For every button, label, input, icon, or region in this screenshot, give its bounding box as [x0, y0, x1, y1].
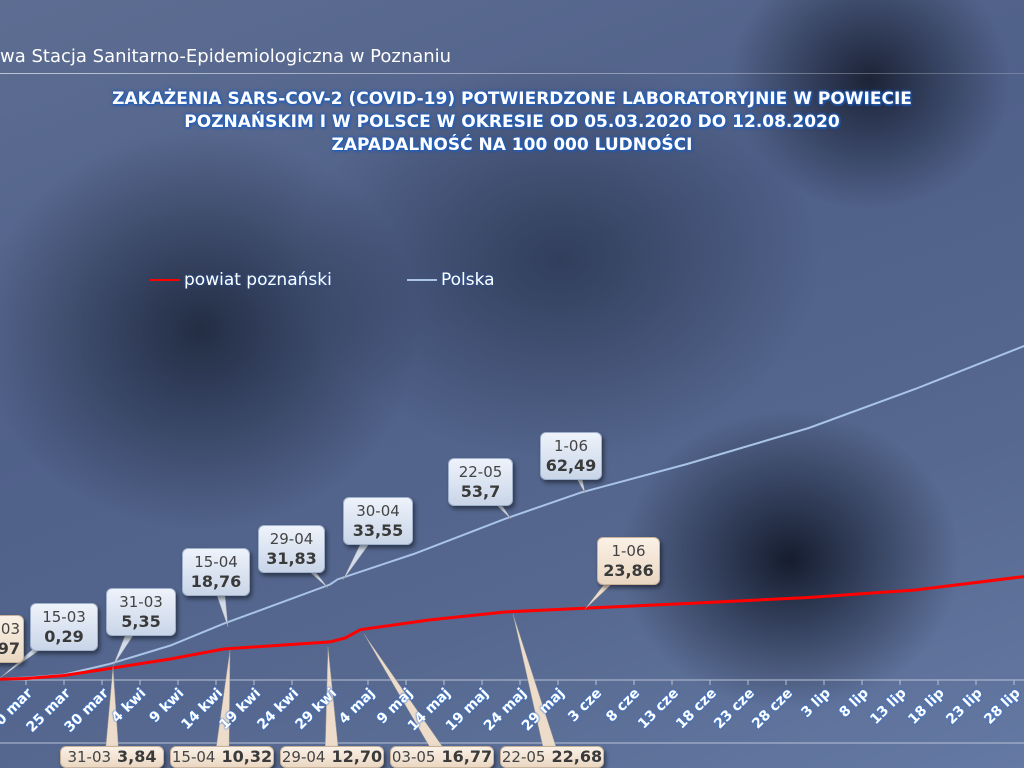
callout-value: 18,76	[190, 572, 242, 591]
callout-date: 03	[0, 620, 20, 638]
callout-powiat: 31-03 3,84	[60, 746, 164, 768]
callout-powiat: 1-06 23,86	[597, 537, 660, 585]
callout-value: 33,55	[352, 521, 404, 540]
callout-date: 30-04	[356, 502, 400, 520]
callout-value: 62,49	[545, 456, 597, 475]
callout-date: 1-06	[553, 437, 589, 455]
legend-label-powiat: powiat poznański	[184, 270, 332, 290]
callout-date: 31-03	[67, 748, 112, 766]
callout-value: 12,70	[331, 747, 383, 766]
series-line-powiat	[0, 575, 1024, 681]
callout-value: 10,32	[221, 747, 273, 766]
callout-date: 15-04	[171, 748, 216, 766]
callout-value: 97	[0, 639, 20, 658]
callout-polska: 30-04 33,55	[343, 497, 413, 545]
legend-swatch-powiat	[150, 279, 180, 281]
callout-date: 22-05	[458, 463, 503, 481]
callout-powiat: 15-04 10,32	[170, 746, 274, 768]
title-line-1: ZAKAŻENIA SARS-COV-2 (COVID-19) POTWIERD…	[112, 89, 912, 109]
callout-partial: 03 97	[0, 615, 24, 663]
series-line-polska	[0, 344, 1024, 680]
callout-powiat: 22-05 22,68	[500, 746, 604, 768]
callout-polska: 29-04 31,83	[258, 525, 325, 573]
callout-date: 29-04	[269, 530, 314, 548]
callout-powiat: 03-05 16,77	[390, 746, 494, 768]
callout-polska: 22-05 53,7	[448, 458, 513, 506]
callout-polska: 31-03 5,35	[106, 588, 176, 636]
callout-polska: 15-04 18,76	[182, 548, 250, 596]
callout-value: 22,68	[551, 747, 603, 766]
callout-date: 29-04	[281, 748, 326, 766]
callout-value: 53,7	[460, 482, 501, 501]
legend-powiat: powiat poznański	[150, 270, 332, 290]
header-divider	[0, 73, 1024, 74]
callout-polska: 1-06 62,49	[540, 432, 602, 480]
callout-value: 3,84	[117, 747, 157, 766]
title-line-2: POZNAŃSKIM I W POLSCE W OKRESIE OD 05.03…	[184, 112, 840, 132]
callout-date: 22-05	[501, 748, 546, 766]
legend-swatch-polska	[407, 279, 437, 281]
callout-value: 31,83	[266, 549, 317, 568]
callout-powiat: 29-04 12,70	[280, 746, 384, 768]
chart-title: ZAKAŻENIA SARS-COV-2 (COVID-19) POTWIERD…	[0, 88, 1024, 157]
callout-value: 5,35	[121, 612, 161, 631]
callout-polska: 15-03 0,29	[30, 603, 98, 651]
legend-label-polska: Polska	[441, 270, 495, 290]
organization-name: wa Stacja Sanitarno-Epidemiologiczna w P…	[0, 46, 452, 67]
title-line-3: ZAPADALNOŚĆ NA 100 000 LUDNOŚCI	[331, 135, 693, 155]
callout-date: 03-05	[391, 748, 436, 766]
callout-date: 15-04	[194, 553, 238, 571]
callout-value: 16,77	[441, 747, 493, 766]
callout-date: 31-03	[119, 593, 163, 611]
callout-date: 1-06	[611, 542, 646, 560]
callout-date: 15-03	[42, 608, 86, 626]
callout-value: 0,29	[44, 627, 84, 646]
legend-polska: Polska	[407, 270, 495, 290]
callout-value: 23,86	[603, 561, 654, 580]
